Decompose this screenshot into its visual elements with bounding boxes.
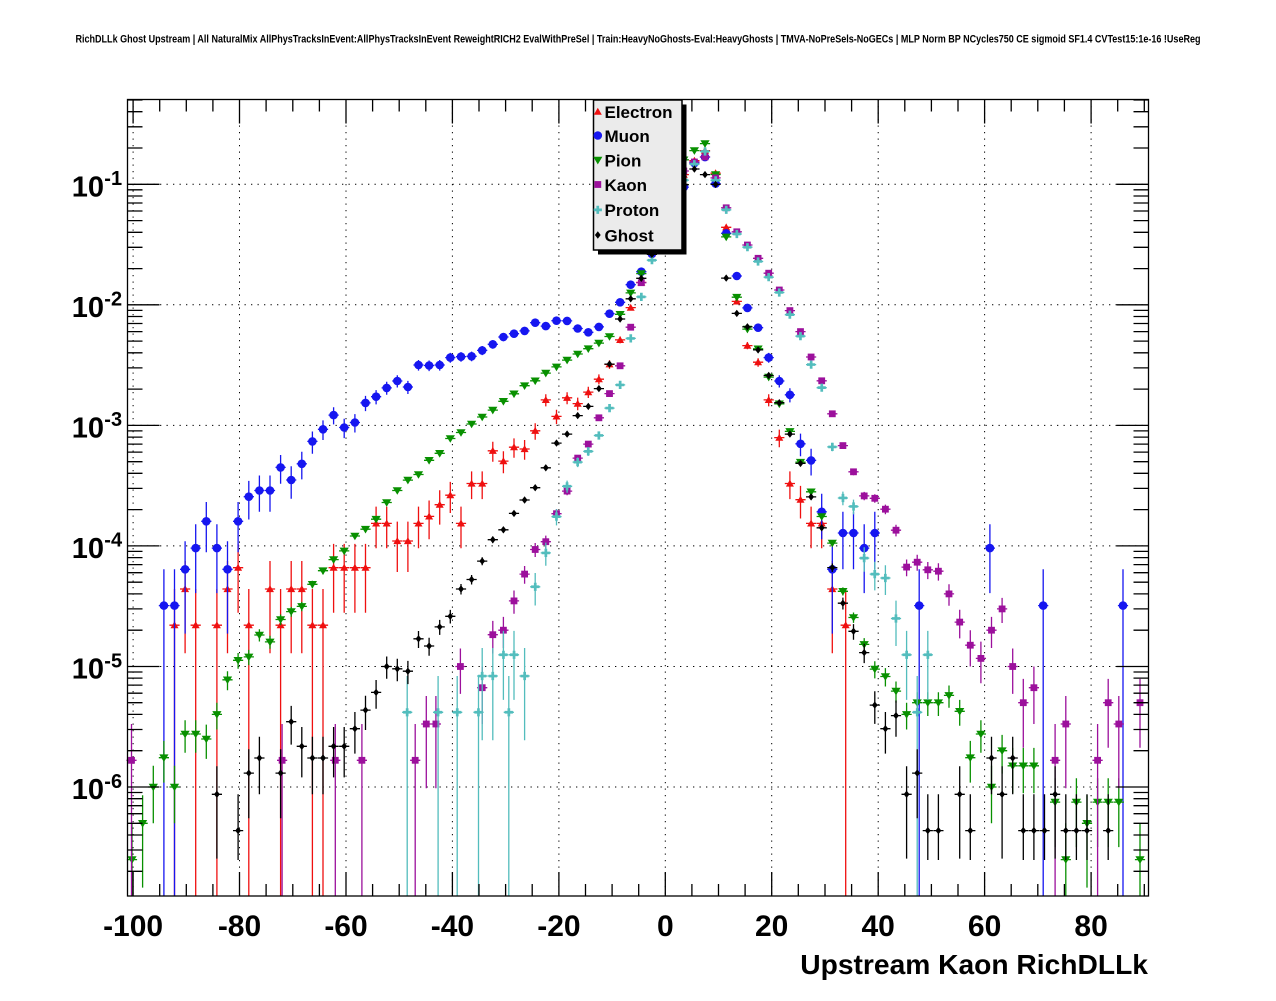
svg-text:Electron: Electron — [605, 103, 673, 122]
svg-text:80: 80 — [1074, 910, 1107, 943]
svg-text:-60: -60 — [324, 910, 367, 943]
svg-text:0: 0 — [657, 910, 674, 943]
svg-text:10: 10 — [72, 412, 104, 444]
svg-text:Upstream Kaon RichDLLk: Upstream Kaon RichDLLk — [800, 948, 1148, 980]
svg-text:Ghost: Ghost — [605, 226, 654, 245]
svg-text:Muon: Muon — [605, 127, 650, 146]
svg-text:-1: -1 — [104, 168, 122, 190]
svg-text:-5: -5 — [104, 650, 122, 672]
svg-text:10: 10 — [72, 292, 104, 324]
svg-text:40: 40 — [862, 910, 895, 943]
svg-text:10: 10 — [72, 533, 104, 565]
svg-text:60: 60 — [968, 910, 1001, 943]
svg-text:-80: -80 — [218, 910, 261, 943]
svg-text:Kaon: Kaon — [605, 176, 648, 195]
svg-text:-100: -100 — [103, 910, 163, 943]
svg-text:Proton: Proton — [605, 201, 660, 220]
svg-text:Pion: Pion — [605, 152, 642, 171]
svg-text:-40: -40 — [431, 910, 474, 943]
svg-text:RichDLLk Ghost Upstream | All: RichDLLk Ghost Upstream | All NaturalMix… — [76, 34, 1201, 46]
svg-text:10: 10 — [72, 774, 104, 806]
svg-text:-20: -20 — [537, 910, 580, 943]
svg-text:20: 20 — [755, 910, 788, 943]
svg-text:10: 10 — [72, 654, 104, 686]
svg-text:-6: -6 — [104, 771, 122, 793]
svg-text:10: 10 — [72, 171, 104, 203]
svg-text:-2: -2 — [104, 289, 122, 311]
svg-text:-4: -4 — [104, 530, 123, 552]
svg-text:-3: -3 — [104, 409, 122, 431]
